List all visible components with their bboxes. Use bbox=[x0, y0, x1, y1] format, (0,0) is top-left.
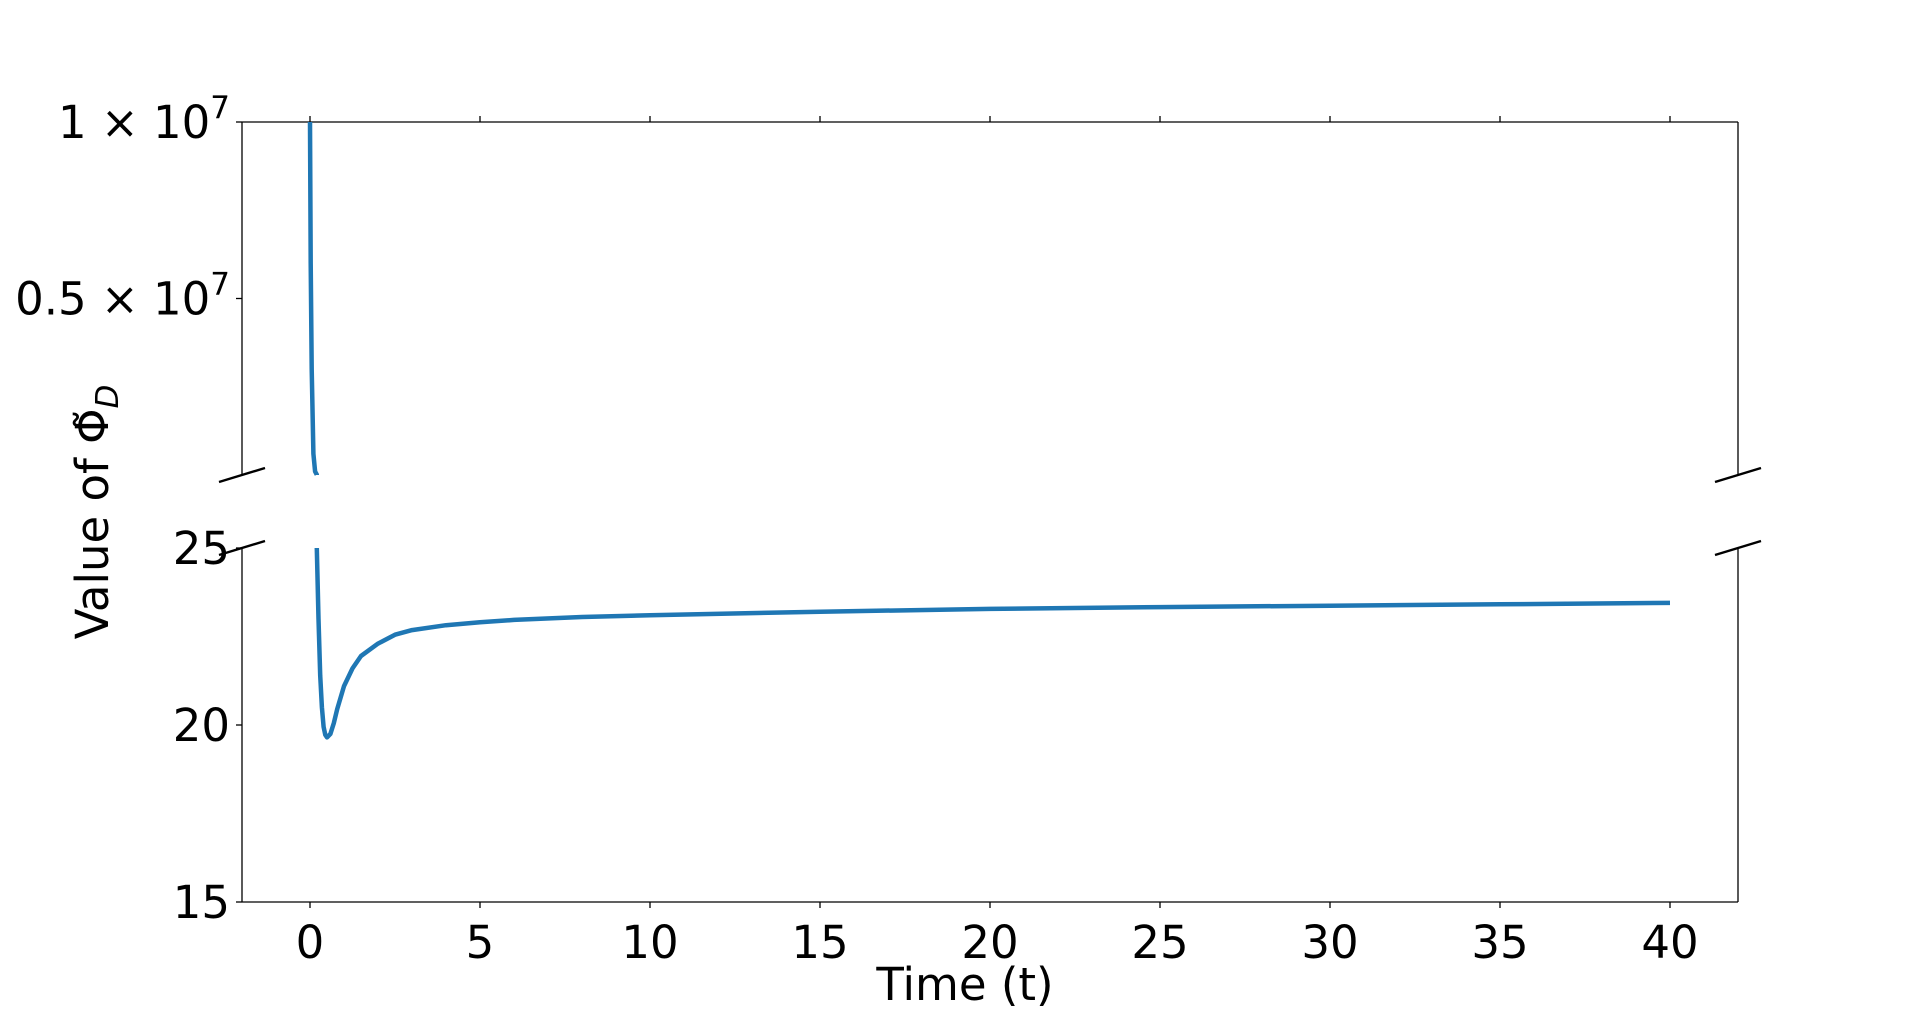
x-axis-title: Time (t) bbox=[875, 958, 1053, 1009]
axis-break-marks bbox=[218, 466, 1762, 557]
x-tick-label: 0 bbox=[296, 916, 325, 969]
lower-y-ticks: 15 20 25 bbox=[173, 522, 242, 929]
x-tick-label: 25 bbox=[1131, 916, 1188, 969]
y-tick-label-upper: 1 × 107 bbox=[58, 90, 230, 149]
break-mark-upper-left bbox=[218, 466, 266, 484]
x-tick-label: 30 bbox=[1301, 916, 1358, 969]
upper-panel: 1 × 107 0.5 × 107 bbox=[15, 90, 1739, 477]
y-tick-label-lower: 15 bbox=[173, 876, 230, 929]
series-line-upper bbox=[307, 121, 320, 477]
series-line-lower bbox=[314, 547, 1671, 740]
x-tick-label: 10 bbox=[621, 916, 678, 969]
y-tick-label-upper: 0.5 × 107 bbox=[15, 267, 230, 326]
break-mark-upper-right bbox=[1714, 466, 1762, 484]
y-axis-title: Value of Φ̃D bbox=[66, 385, 126, 640]
lower-panel: 0 5 10 15 20 25 30 35 40 15 20 25 bbox=[173, 522, 1739, 969]
x-tick-label: 5 bbox=[466, 916, 495, 969]
break-mark-lower-right bbox=[1714, 539, 1762, 557]
break-mark-lower-left bbox=[218, 539, 266, 557]
x-tick-label: 35 bbox=[1471, 916, 1528, 969]
upper-x-ticks bbox=[309, 116, 1671, 122]
y-tick-label-lower: 25 bbox=[173, 522, 230, 575]
x-tick-label: 40 bbox=[1641, 916, 1698, 969]
y-tick-label-lower: 20 bbox=[173, 699, 230, 752]
lower-x-ticks: 0 5 10 15 20 25 30 35 40 bbox=[296, 902, 1699, 969]
upper-y-ticks: 1 × 107 0.5 × 107 bbox=[15, 90, 242, 326]
x-tick-label: 20 bbox=[961, 916, 1018, 969]
x-tick-label: 15 bbox=[791, 916, 848, 969]
